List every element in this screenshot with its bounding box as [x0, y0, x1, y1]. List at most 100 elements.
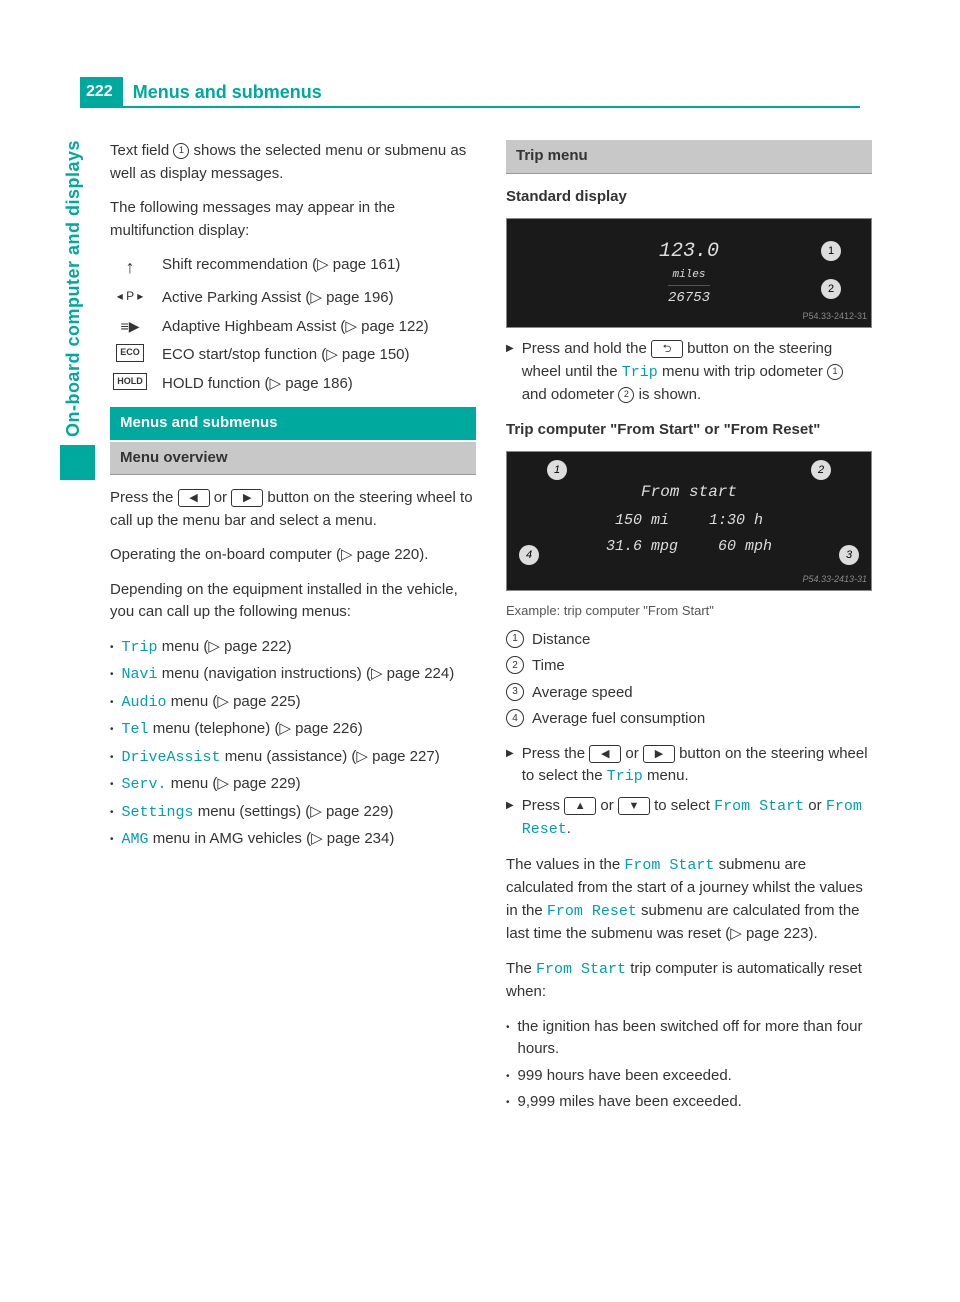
- callout-text: Distance: [532, 629, 590, 652]
- icon-row-text: HOLD function (▷ page 186): [162, 373, 353, 396]
- figure-code: P54.33-2412-31: [802, 310, 867, 324]
- mono-text: From Start: [714, 798, 804, 815]
- step-item: Press and hold the ⮌ button on the steer…: [506, 338, 872, 407]
- list-item: 9,999 miles have been exceeded.: [506, 1091, 872, 1114]
- figure-callout-2: 2: [811, 460, 831, 480]
- shift-up-icon: ↑: [110, 254, 150, 281]
- icon-row-text: ECO start/stop function (▷ page 150): [162, 344, 410, 367]
- callout-text: Time: [532, 655, 565, 678]
- step-item: Press ▲ or ▼ to select From Start or Fro…: [506, 795, 872, 842]
- section-heading-gray: Trip menu: [506, 140, 872, 174]
- icon-row: HOLD HOLD function (▷ page 186): [110, 373, 476, 396]
- callout-legend-item: 3Average speed: [506, 682, 872, 705]
- text: 999 hours have been exceeded.: [518, 1065, 732, 1088]
- menu-desc: menu in AMG vehicles (▷ page 234): [149, 830, 395, 847]
- menu-list-item: Navi menu (navigation instructions) (▷ p…: [110, 663, 476, 687]
- menu-desc: menu (▷ page 229): [167, 775, 301, 792]
- trip-odometer-value: 123.0: [659, 237, 719, 267]
- menu-code: AMG: [122, 831, 149, 848]
- step-list: Press and hold the ⮌ button on the steer…: [506, 338, 872, 407]
- figure-callout-1: 1: [821, 241, 841, 261]
- text: Press the: [110, 489, 178, 506]
- subheading-trip-computer: Trip computer "From Start" or "From Rese…: [506, 419, 872, 442]
- side-tab-block: [60, 445, 95, 480]
- eco-icon: ECO: [110, 344, 150, 362]
- text: or: [804, 797, 826, 814]
- section-heading-teal: Menus and submenus: [110, 407, 476, 440]
- list-item: the ignition has been switched off for m…: [506, 1016, 872, 1061]
- page-header: 222 Menus and submenus: [80, 78, 860, 108]
- figure-code: P54.33-2413-31: [802, 573, 867, 587]
- trip-computer-figure: From start 150 mi 1:30 h 31.6 mpg 60 mph…: [506, 451, 872, 591]
- text: the ignition has been switched off for m…: [518, 1016, 872, 1061]
- text: menu.: [643, 767, 689, 784]
- menu-desc: menu (telephone) (▷ page 226): [149, 720, 363, 737]
- menu-desc: menu (assistance) (▷ page 227): [221, 748, 440, 765]
- icon-row: ↑ Shift recommendation (▷ page 161): [110, 254, 476, 281]
- speed-value: 60 mph: [718, 536, 772, 559]
- text: The: [506, 960, 536, 977]
- icon-row-text: Adaptive Highbeam Assist (▷ page 122): [162, 316, 429, 339]
- icon-row-text: Shift recommendation (▷ page 161): [162, 254, 400, 277]
- trip-odometer-unit: miles: [672, 267, 705, 284]
- time-value: 1:30 h: [709, 510, 763, 533]
- text: Press and hold the: [522, 340, 651, 357]
- text: is shown.: [634, 386, 701, 403]
- icon-glyph: ≡▶: [121, 316, 140, 337]
- icon-row-text: Active Parking Assist (▷ page 196): [162, 287, 394, 310]
- menu-list-item: Tel menu (telephone) (▷ page 226): [110, 718, 476, 742]
- down-arrow-key-icon: ▼: [618, 797, 650, 815]
- figure-callout-3: 3: [839, 545, 859, 565]
- column-right: Trip menu Standard display 123.0 miles 2…: [506, 140, 872, 1126]
- callout-legend-item: 4Average fuel consumption: [506, 708, 872, 731]
- callout-legend-item: 1Distance: [506, 629, 872, 652]
- menu-code: DriveAssist: [122, 749, 221, 766]
- figure-callout-2: 2: [821, 279, 841, 299]
- menu-desc: menu (navigation instructions) (▷ page 2…: [158, 665, 455, 682]
- menu-list: Trip menu (▷ page 222) Navi menu (naviga…: [110, 636, 476, 852]
- up-arrow-key-icon: ▲: [564, 797, 596, 815]
- menu-desc: menu (▷ page 222): [158, 638, 292, 655]
- highbeam-icon: ≡▶: [110, 316, 150, 337]
- step-item: Press the ◀ or ▶ button on the steering …: [506, 743, 872, 789]
- menu-code: Serv.: [122, 776, 167, 793]
- menu-desc: menu (▷ page 225): [167, 693, 301, 710]
- mono-text: From Start: [536, 961, 626, 978]
- mpg-value: 31.6 mpg: [606, 536, 678, 559]
- menu-code: Trip: [122, 639, 158, 656]
- menu-list-item: DriveAssist menu (assistance) (▷ page 22…: [110, 746, 476, 770]
- menu-code: Tel: [122, 721, 149, 738]
- icon-row: ◂ P ▸ Active Parking Assist (▷ page 196): [110, 287, 476, 310]
- icon-glyph: HOLD: [113, 373, 147, 391]
- callout-legend: 1Distance 2Time 3Average speed 4Average …: [506, 629, 872, 731]
- text: Text field: [110, 142, 173, 159]
- list-item: 999 hours have been exceeded.: [506, 1065, 872, 1088]
- figure-callout-1: 1: [547, 460, 567, 480]
- icon-glyph: ↑: [126, 254, 135, 281]
- text: or: [210, 489, 232, 506]
- menu-list-item: Audio menu (▷ page 225): [110, 691, 476, 715]
- auto-reset-paragraph: The From Start trip computer is automati…: [506, 958, 872, 1004]
- section-heading-gray: Menu overview: [110, 442, 476, 476]
- figure-row: 31.6 mpg 60 mph: [606, 536, 772, 559]
- mono-text: From Start: [624, 857, 714, 874]
- callout-ref-icon: 1: [827, 364, 843, 380]
- figure-callout-4: 4: [519, 545, 539, 565]
- menu-overview-p2: Operating the on-board computer (▷ page …: [110, 544, 476, 567]
- menu-list-item: AMG menu in AMG vehicles (▷ page 234): [110, 828, 476, 852]
- text: and odometer: [522, 386, 619, 403]
- text: or: [621, 745, 643, 762]
- callout-number-icon: 3: [506, 683, 524, 701]
- text: Press: [522, 797, 565, 814]
- menu-list-item: Trip menu (▷ page 222): [110, 636, 476, 660]
- text: The values in the: [506, 856, 624, 873]
- text: or: [596, 797, 618, 814]
- icon-row: ≡▶ Adaptive Highbeam Assist (▷ page 122): [110, 316, 476, 339]
- column-left: Text field 1 shows the selected menu or …: [110, 140, 476, 1126]
- intro-paragraph-1: Text field 1 shows the selected menu or …: [110, 140, 476, 185]
- distance-value: 150 mi: [615, 510, 669, 533]
- callout-number-icon: 4: [506, 709, 524, 727]
- icon-glyph: ECO: [116, 344, 144, 362]
- menu-code: Navi: [122, 666, 158, 683]
- callout-1-icon: 1: [173, 143, 189, 159]
